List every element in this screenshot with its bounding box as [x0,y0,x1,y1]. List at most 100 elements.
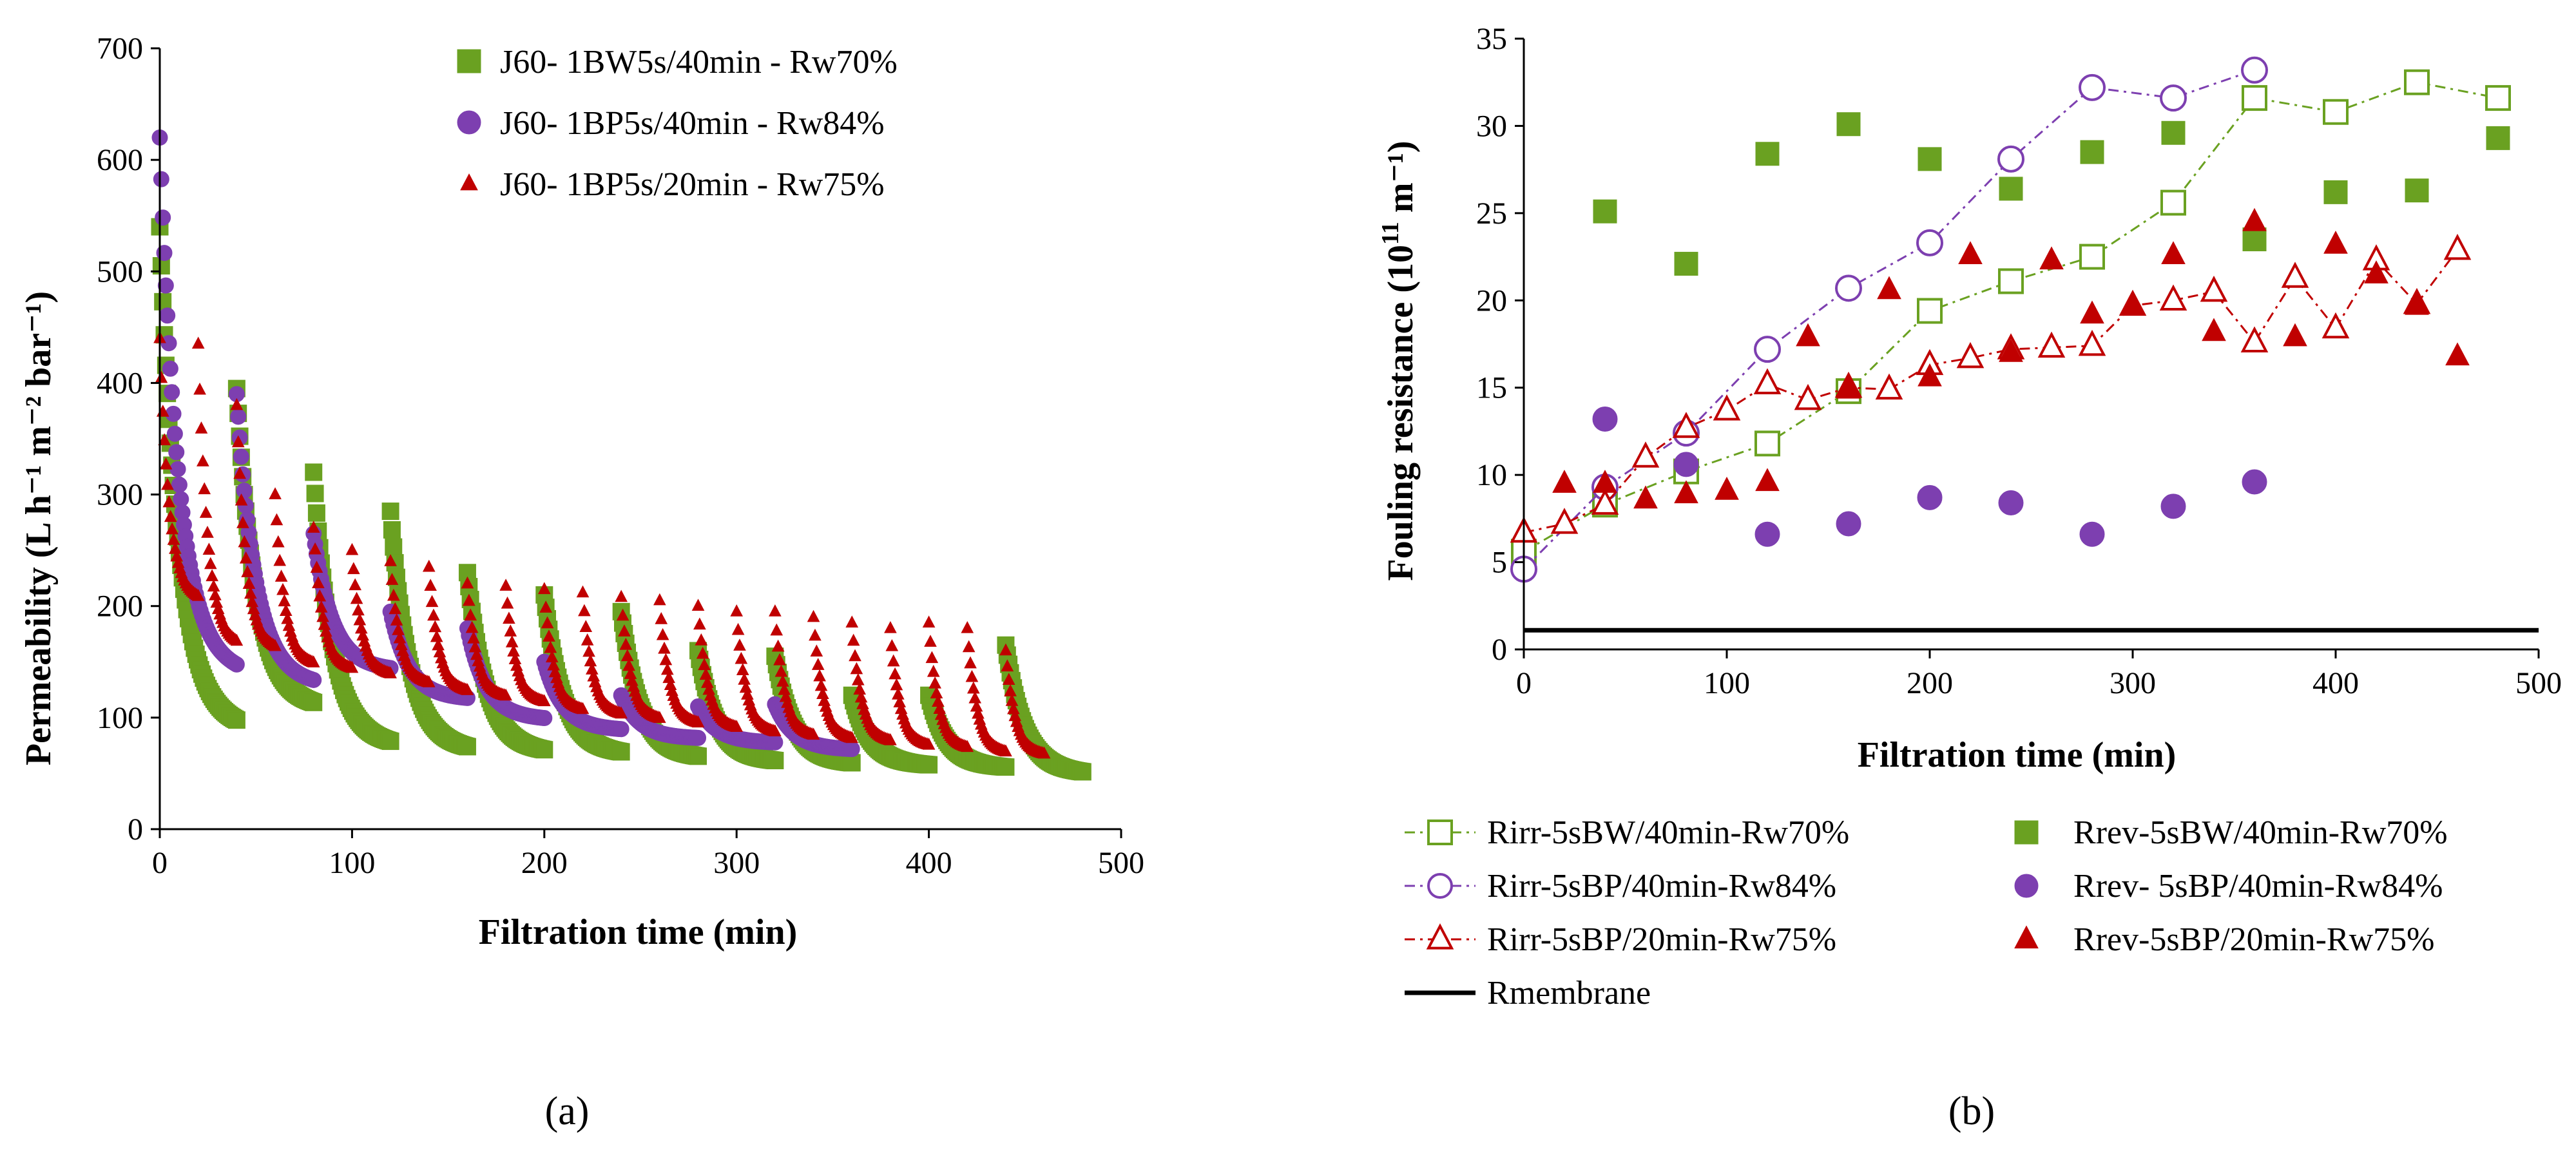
permeability-data-point [656,628,669,640]
permeability-data-point [505,635,519,647]
permeability-y-tick-label: 200 [97,589,143,624]
permeability-data-point [154,292,172,311]
permeability-data-point [241,565,254,577]
permeability-data-point [274,570,288,582]
permeability-data-point [809,628,822,641]
fouling-data-point [2242,85,2267,111]
fouling-y-tick-label: 25 [1476,196,1507,231]
permeability-data-point [157,277,174,294]
fouling-data-point [1753,368,1782,394]
fouling-legend-label: Rmembrane [1487,975,1651,1011]
permeability-data-point [235,493,248,506]
permeability-data-point [733,638,746,651]
permeability-data-point [503,611,515,624]
fouling-data-point [1715,476,1739,500]
permeability-x-tick-label: 300 [713,846,760,880]
permeability-data-point [851,673,865,685]
permeability-data-point [965,669,979,682]
permeability-legend: J60- 1BW5s/40min - Rw70% J60- 1BP5s/40min… [457,44,898,203]
permeability-data-point [616,608,630,621]
permeability-data-point [464,608,477,621]
fouling-data-point [1875,373,1903,400]
permeability-data-point [889,667,901,680]
permeability-data-point [381,503,399,521]
permeability-data-point [999,744,1012,757]
permeability-y-tick-label: 600 [97,143,143,177]
fouling-y-tick-label: 15 [1476,371,1507,405]
permeability-data-point [693,617,706,630]
permeability-x-axis-title: Filtration time (min) [479,912,798,952]
permeability-data-point [458,738,476,756]
fouling-data-point [2080,300,2104,324]
fouling-data-point [1796,323,1820,347]
permeability-x-tick-label: 100 [329,846,375,880]
permeability-data-point [884,621,897,633]
fouling-data-point [2242,469,2267,495]
fouling-data-point [2404,69,2430,95]
permeability-data-point [655,612,668,624]
permeability-data-point [350,591,363,604]
fouling-data-point [2160,84,2187,112]
permeability-data-point [270,513,284,526]
fouling-data-point [1998,490,2024,515]
permeability-data-point [227,711,245,729]
permeability-data-point [620,649,634,662]
permeability-data-point [695,633,708,646]
permeability-y-tick-label: 300 [97,478,143,512]
permeability-data-point [997,758,1015,776]
permeability-data-point [167,533,180,545]
fouling-data-point [2039,246,2064,270]
permeability-data-point [537,694,551,707]
permeability-data-point [313,589,327,602]
permeability-data-point [769,724,782,736]
permeability-data-point [160,335,177,352]
permeability-data-point [162,495,176,508]
permeability-data-point [660,662,674,675]
fouling-y-axis-title: Fouling resistance (1011 m⁻¹) [1377,140,1421,580]
fouling-series-5 [1592,406,2267,547]
permeability-data-point [576,585,590,598]
fouling-x-tick-label: 0 [1516,666,1532,700]
fouling-data-point [2364,260,2389,283]
permeability-chart: 0 100 200 300 400 500 0 100 200 300 400 500 600 700 J… [19,32,1144,1133]
permeability-data-point [850,662,863,675]
fouling-legend-marker [2014,925,2039,949]
permeability-data-point [230,398,244,410]
permeability-data-point [384,666,397,678]
permeability-data-point [307,655,320,667]
permeability-data-point [847,633,860,646]
fouling-x-tick-label: 400 [2312,666,2359,700]
fouling-y-tick-label: 30 [1476,109,1507,143]
fouling-data-point [2323,99,2349,125]
permeability-data-point [1073,763,1091,781]
permeability-data-point [158,433,171,446]
permeability-data-point [462,593,476,606]
fouling-data-point [1917,484,1943,510]
permeability-data-point [576,702,590,714]
fouling-resistance-axes: 0 100 200 300 400 500 0 5 10 15 20 25 30 35 [1476,22,2562,700]
permeability-data-point [238,535,251,548]
permeability-data-point [202,542,216,555]
permeability-data-point [843,741,860,758]
fouling-data-point [2160,494,2186,519]
permeability-data-point [689,747,707,765]
permeability-data-point [615,706,628,719]
permeability-data-point [967,681,980,694]
permeability-data-point [537,582,551,595]
permeability-data-point [230,633,244,646]
permeability-data-point [231,435,245,448]
permeability-data-point [924,635,937,647]
series-3-marks [153,331,1051,759]
permeability-data-point [191,336,205,349]
fouling-y-tick-label: 20 [1476,283,1507,318]
fouling-data-point [1754,336,1781,363]
fouling-data-point [2037,331,2066,358]
permeability-data-point [582,644,595,657]
fouling-data-point [1998,268,2024,294]
permeability-data-point [204,557,217,570]
permeability-data-point [347,562,360,575]
fouling-data-point [1754,521,1780,547]
fouling-data-point [1877,276,1901,300]
permeability-data-point [769,604,782,617]
permeability-data-point [613,721,630,738]
